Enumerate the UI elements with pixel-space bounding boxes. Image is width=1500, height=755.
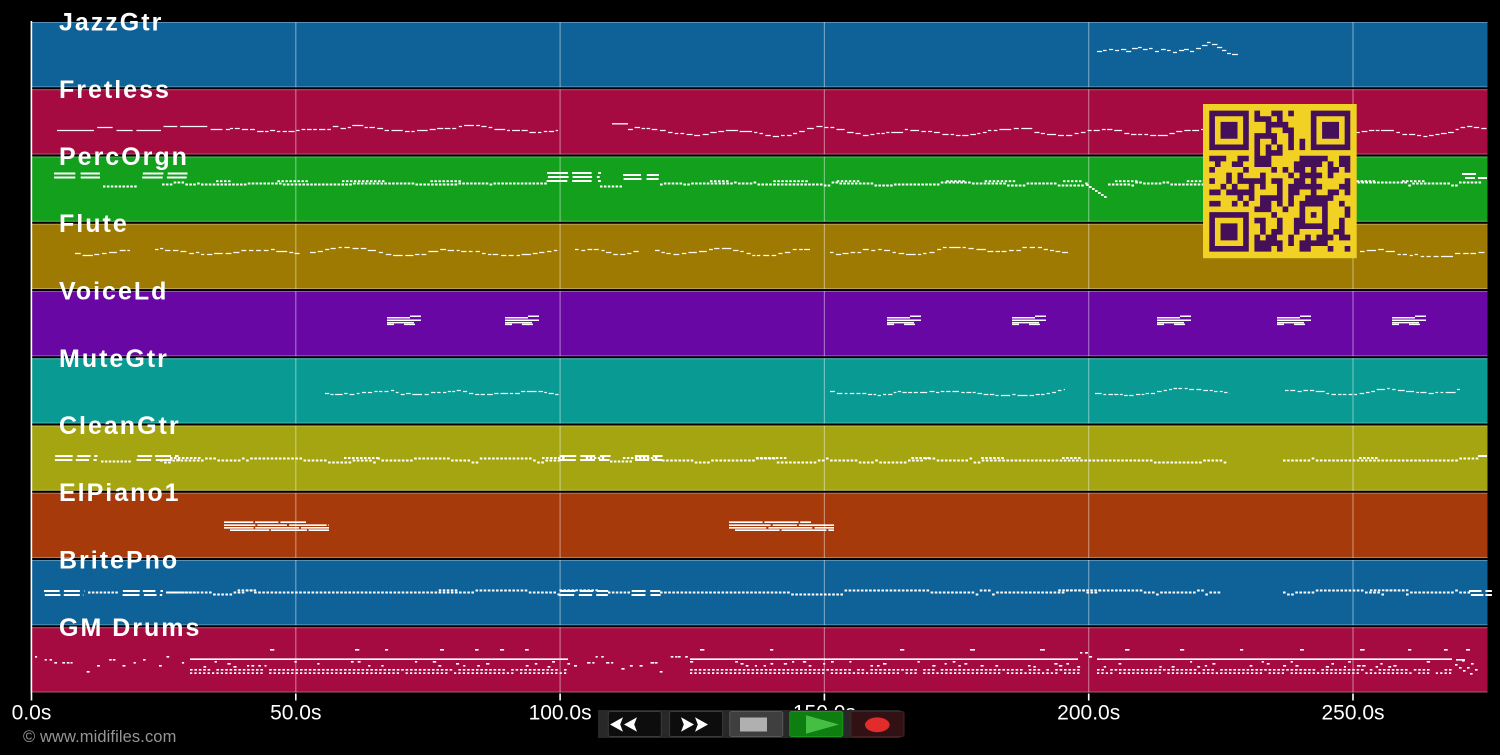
- svg-text:VoiceLd: VoiceLd: [59, 278, 168, 306]
- svg-text:Fretless: Fretless: [59, 76, 171, 104]
- svg-text:© www.midifiles.com: © www.midifiles.com: [23, 728, 176, 746]
- svg-text:250.0s: 250.0s: [1321, 702, 1384, 725]
- svg-text:50.0s: 50.0s: [270, 702, 321, 725]
- svg-text:MuteGtr: MuteGtr: [59, 345, 169, 373]
- svg-text:100.0s: 100.0s: [529, 702, 592, 725]
- svg-text:CleanGtr: CleanGtr: [59, 412, 181, 440]
- svg-text:JazzGtr: JazzGtr: [59, 9, 163, 37]
- svg-text:ElPiano1: ElPiano1: [59, 479, 181, 507]
- svg-text:GM Drums: GM Drums: [59, 614, 201, 642]
- svg-text:0.0s: 0.0s: [12, 702, 52, 725]
- svg-text:PercOrgn: PercOrgn: [59, 143, 189, 171]
- svg-text:BritePno: BritePno: [59, 547, 179, 575]
- svg-text:Flute: Flute: [59, 210, 129, 238]
- svg-text:200.0s: 200.0s: [1057, 702, 1120, 725]
